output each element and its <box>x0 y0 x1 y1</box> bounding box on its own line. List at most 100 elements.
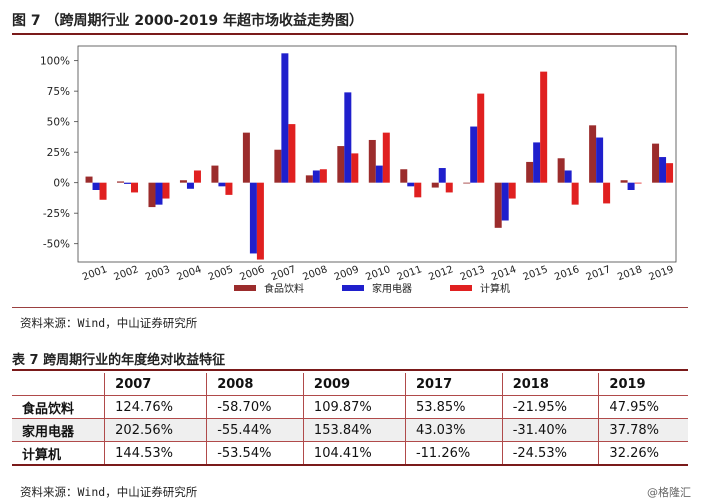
bar-chart: -50%-25%0%25%50%75%100%2001 2002 2003 2004 2… <box>40 45 677 295</box>
table-header-cell <box>12 373 105 396</box>
bar <box>470 126 478 183</box>
table-cell: -58.70% <box>206 395 304 419</box>
bar <box>407 182 415 187</box>
x-tick-label: 2003 <box>144 264 172 283</box>
bar <box>375 165 383 183</box>
bar <box>494 182 502 228</box>
table-cell: -55.44% <box>206 418 304 442</box>
bar <box>305 175 313 183</box>
bar <box>533 142 541 183</box>
table-header-cell: 2019 <box>598 373 688 396</box>
x-tick-label: 2005 <box>207 264 235 283</box>
bar <box>620 180 628 183</box>
bar <box>179 180 187 183</box>
table-cell: -31.40% <box>501 418 599 442</box>
bar <box>256 182 264 260</box>
y-tick-label: 100% <box>40 56 70 68</box>
row-label: 食品饮料 <box>12 395 105 419</box>
bar <box>382 132 390 183</box>
x-tick-label: 2002 <box>113 264 141 283</box>
table-cell: 202.56% <box>104 418 207 442</box>
y-tick-label: -25% <box>43 208 70 220</box>
x-tick-label: 2013 <box>459 264 487 283</box>
legend-swatch <box>342 285 364 291</box>
bar <box>218 182 226 187</box>
bar <box>117 181 125 183</box>
bar <box>571 182 579 205</box>
table-header-cell: 2009 <box>302 373 406 396</box>
bar <box>666 163 674 183</box>
bar <box>186 182 194 189</box>
bar <box>351 153 359 183</box>
title-rule <box>12 33 688 35</box>
bar <box>463 182 471 184</box>
row-label: 家用电器 <box>12 418 105 442</box>
table-cell: -53.54% <box>206 441 304 466</box>
table-cell: -11.26% <box>404 441 503 466</box>
table-cell: -24.53% <box>501 441 599 466</box>
chart-bottom-rule <box>12 307 688 308</box>
table-cell: 104.41% <box>302 441 406 466</box>
legend-swatch <box>450 285 472 291</box>
table-header-cell: 2007 <box>104 373 207 396</box>
bar <box>627 182 635 190</box>
x-tick-label: 2004 <box>175 264 203 283</box>
table-title: 表 7 跨周期行业的年度绝对收益特征 <box>12 353 226 368</box>
x-tick-label: 2009 <box>333 264 361 283</box>
bar <box>148 182 156 208</box>
bar <box>564 170 572 183</box>
table-cell: 153.84% <box>302 418 406 442</box>
y-tick-label: 25% <box>47 147 70 159</box>
y-tick-label: -50% <box>43 239 70 251</box>
bar <box>92 182 100 190</box>
bar <box>312 170 320 183</box>
figure-source: 资料来源：Wind，中山证券研究所 <box>20 316 198 330</box>
bar <box>603 182 611 204</box>
legend-swatch <box>234 285 256 291</box>
table-header-cell: 2017 <box>404 373 503 396</box>
bar <box>540 71 548 183</box>
table-cell: 47.95% <box>598 395 688 419</box>
table-cell: 124.76% <box>104 395 207 419</box>
bar <box>501 182 509 221</box>
bar <box>162 182 170 199</box>
returns-table: 2007 2008 2009 2017 2018 2019 食品饮料 124.7… <box>12 373 688 466</box>
x-tick-label: 2017 <box>585 264 613 283</box>
bar <box>131 182 139 193</box>
bar <box>281 53 289 183</box>
watermark: @格隆汇 <box>647 486 691 499</box>
y-tick-label: 75% <box>47 86 70 98</box>
bar <box>414 182 422 198</box>
x-tick-label: 2018 <box>616 264 644 283</box>
bar <box>438 168 446 183</box>
x-tick-label: 2012 <box>427 264 455 283</box>
table-top-rule <box>12 369 688 371</box>
bar <box>368 139 376 183</box>
bar <box>225 182 233 195</box>
bar <box>99 182 107 200</box>
bar <box>319 169 327 183</box>
y-tick-label: 0% <box>53 178 70 190</box>
bar <box>589 125 597 183</box>
bar <box>193 170 201 183</box>
bar <box>445 182 453 193</box>
x-tick-label: 2014 <box>490 264 518 283</box>
bar <box>596 137 604 183</box>
bar <box>431 182 439 188</box>
bar <box>652 143 660 183</box>
y-tick-label: 50% <box>47 117 70 129</box>
table-row: 计算机 144.53% -53.54% 104.41% -11.26% -24.… <box>12 441 688 466</box>
table-header-row: 2007 2008 2009 2017 2018 2019 <box>12 373 688 396</box>
bar <box>124 182 132 184</box>
bar <box>477 93 485 183</box>
table-row: 家用电器 202.56% -55.44% 153.84% 43.03% -31.… <box>12 418 688 442</box>
x-tick-label: 2011 <box>396 264 424 283</box>
x-tick-label: 2008 <box>301 264 329 283</box>
table-header-cell: 2018 <box>501 373 599 396</box>
bar <box>557 158 565 183</box>
bar <box>400 169 408 183</box>
x-tick-label: 2006 <box>238 264 266 283</box>
bar <box>337 146 345 183</box>
bar <box>526 161 534 183</box>
legend-label: 食品饮料 <box>264 282 304 295</box>
